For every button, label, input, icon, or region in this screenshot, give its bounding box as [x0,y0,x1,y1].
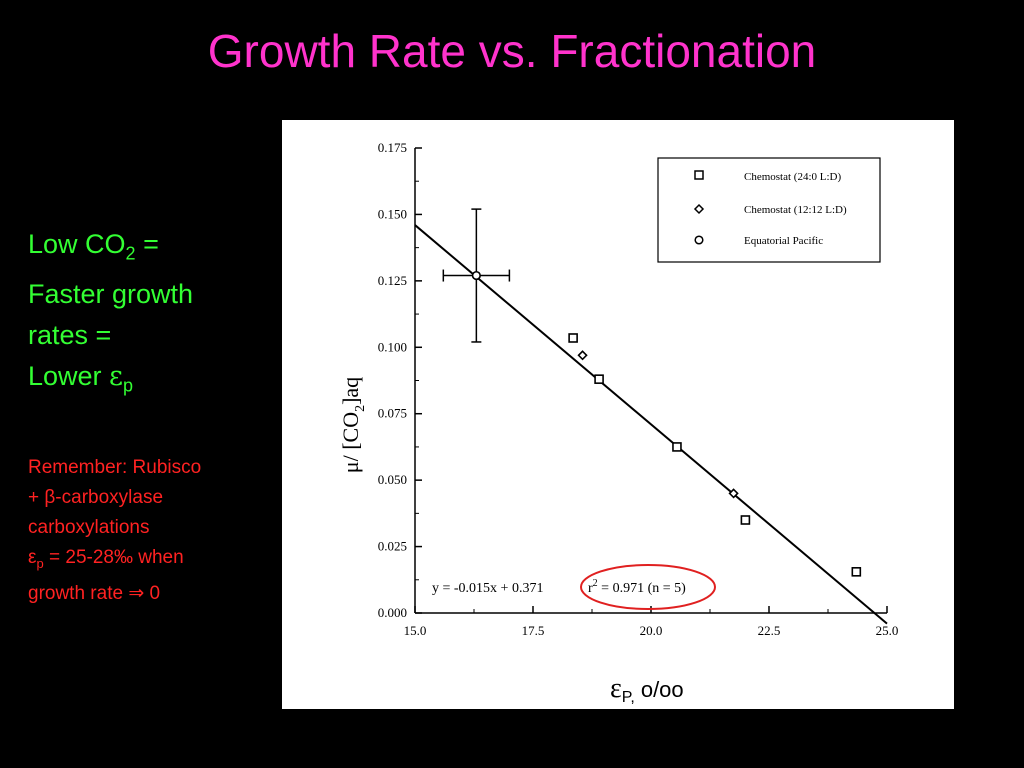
reminder-text: = 25-28‰ when [43,547,184,568]
y-tick-label: 0.100 [378,339,407,354]
key-point-subscript: 2 [125,243,136,264]
regression-line [414,224,888,625]
x-tick-label: 17.5 [522,623,545,638]
reminder-subscript: p [36,555,44,571]
y-tick-label: 0.000 [378,605,407,620]
reminder-line-2: + β-carboxylase [28,487,164,508]
key-point-line-3: rates = [28,320,112,351]
x-tick-label: 22.5 [758,623,781,638]
reminder-line-5: growth rate ⇒ 0 [28,579,288,609]
implies-arrow-icon: ⇒ [128,582,145,604]
r-squared-symbol: r [588,581,593,596]
reminder-note: Remember: Rubisco + β-carboxylase carbox… [28,453,288,609]
reminder-line-3: carboxylations [28,517,150,538]
data-point-square [672,442,682,452]
data-point-square [568,333,578,343]
key-point-line-1: Low CO2 = [28,224,278,274]
y-axis-title-subscript: 2 [353,405,368,412]
y-tick-label: 0.125 [378,273,407,288]
y-tick-label: 0.025 [378,539,407,554]
r-squared-value: = 0.971 (n = 5) [598,581,686,596]
data-point-diamond [577,350,588,361]
data-point-diamond [728,488,739,499]
reminder-line-4: εp = 25-28‰ when [28,543,288,579]
data-point-square [740,515,751,525]
legend-label-equatorial-pacific: Equatorial Pacific [744,235,823,247]
reminder-text: growth rate [28,582,129,604]
x-axis-title-subscript: P, [622,689,635,706]
legend-circle-marker [694,235,704,245]
epsilon-symbol: ε [109,361,124,393]
data-points [471,270,862,577]
axis-ticks: 0.000 0.025 0.050 0.075 0.100 0.125 0.150 0.175… [378,140,899,638]
y-tick-label: 0.075 [378,406,407,421]
data-point-square [851,567,862,577]
key-point-text: Lower [28,361,110,392]
y-tick-label: 0.175 [378,140,407,155]
regression-equation: y = -0.015x + 0.371 [432,581,543,596]
slide-title: Growth Rate vs. Fractionation [207,25,817,77]
r-squared-label: r2 = 0.971 (n = 5) [588,578,686,596]
key-point-text: Low CO [28,229,126,259]
y-axis-title: μ/ [CO2]aq [338,377,368,473]
legend-square-marker [694,170,704,180]
x-axis-title-symbol: ε [610,673,622,704]
r-squared-superscript: 2 [593,578,598,589]
x-tick-label: 20.0 [640,623,663,638]
data-point-square [594,374,604,384]
epsilon-symbol: ε [28,547,37,568]
legend-label-chemostat-12: Chemostat (12:12 L:D) [744,204,847,216]
y-tick-label: 0.150 [378,206,407,221]
y-tick-label: 0.050 [378,472,407,487]
y-axis-title-text: μ/ [CO [338,412,363,473]
key-point-line-4: Lower εp [28,356,278,406]
scatter-chart: 0.000 0.025 0.050 0.075 0.100 0.125 0.150 0.175… [338,140,899,706]
data-point-circle [471,270,481,281]
x-axis-title-unit: o/oo [641,677,684,702]
chart-figure: 0.000 0.025 0.050 0.075 0.100 0.125 0.150 0.175… [282,120,954,709]
y-axis-title-text: ]aq [338,377,363,405]
key-point-line-2: Faster growth [28,279,194,310]
legend-label-chemostat-24: Chemostat (24:0 L:D) [744,171,841,183]
key-point: Low CO2 = Faster growth rates = Lower εp [28,224,278,407]
key-point-subscript: p [123,375,134,396]
legend-diamond-marker [693,203,705,215]
r-squared-highlight-ellipse [580,564,716,610]
x-axis-title: εP, o/oo [610,673,684,706]
x-tick-label: 15.0 [404,623,427,638]
reminder-text: 0 [144,582,161,604]
x-tick-label: 25.0 [876,623,899,638]
key-point-text: = [135,229,159,259]
legend: Chemostat (24:0 L:D) Chemostat (12:12 L:… [657,157,881,263]
reminder-line-1: Remember: Rubisco [28,457,202,478]
